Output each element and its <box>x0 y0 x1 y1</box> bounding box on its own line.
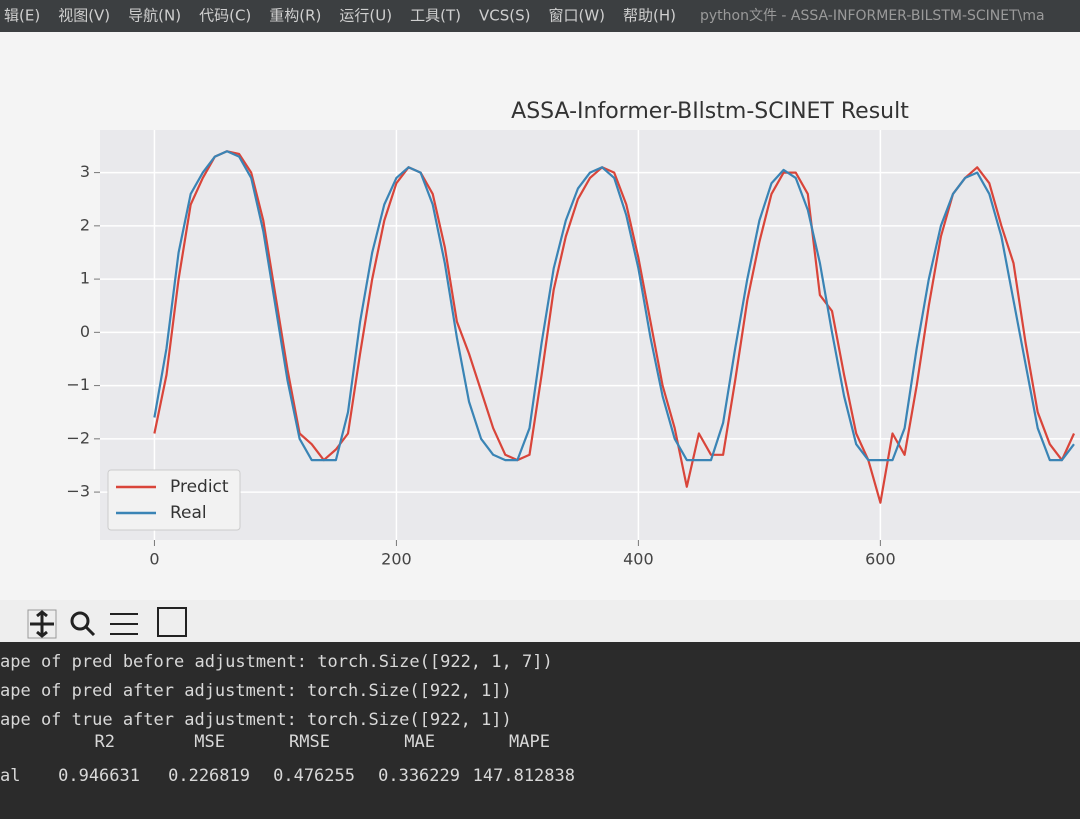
metric-header: MAE <box>404 732 435 752</box>
save-icon[interactable] <box>157 607 187 637</box>
zoom-handle[interactable] <box>84 625 96 637</box>
menu-item[interactable]: 工具(T) <box>410 7 461 25</box>
y-tick-label: −1 <box>66 375 90 394</box>
menu-item[interactable]: 代码(C) <box>199 7 251 25</box>
config-icon[interactable] <box>110 613 138 635</box>
chart-title: ASSA-Informer-BIlstm-SCINET Result <box>511 99 909 124</box>
legend-label: Predict <box>170 477 229 497</box>
metric-row-label: al <box>0 766 20 786</box>
plot-area <box>100 130 1080 540</box>
menu-bar <box>0 0 1080 32</box>
x-tick-label: 200 <box>381 550 412 569</box>
y-tick-label: 1 <box>80 269 90 288</box>
ticks: −3 −2 −1 0 1 2 3 0 200 400 600 <box>66 162 895 568</box>
console-output: ape of pred before adjustment: torch.Siz… <box>0 652 575 786</box>
series-line <box>153 150 1076 504</box>
series-line <box>153 150 1075 462</box>
legend-entries: Predict Real <box>116 477 229 523</box>
metric-header: MAPE <box>509 732 550 752</box>
menu-item[interactable]: 运行(U) <box>339 7 392 25</box>
y-tick-label: 2 <box>80 215 90 234</box>
menu-item[interactable]: 帮助(H) <box>623 7 676 25</box>
menu-item[interactable]: 导航(N) <box>128 7 181 25</box>
metric-value: 0.336229 <box>378 766 460 786</box>
y-tick-label: −3 <box>66 482 90 501</box>
metric-value: 0.946631 <box>58 766 140 786</box>
menu-item[interactable]: VCS(S) <box>479 7 530 25</box>
menu-item[interactable]: 辑(E) <box>4 7 40 25</box>
x-tick-label: 600 <box>865 550 896 569</box>
menu-item[interactable]: 窗口(W) <box>548 7 605 25</box>
toolbar-icons[interactable] <box>27 607 187 639</box>
menu-item[interactable]: 重构(R) <box>269 7 321 25</box>
metric-header: R2 <box>95 732 115 752</box>
metric-value: 0.476255 <box>273 766 355 786</box>
metric-value: 0.226819 <box>168 766 250 786</box>
pan-icon[interactable] <box>30 610 54 638</box>
metric-header: MSE <box>194 732 225 752</box>
x-tick-label: 0 <box>149 550 159 569</box>
metric-value: 147.812838 <box>473 766 575 786</box>
legend <box>107 469 241 531</box>
pan-button[interactable] <box>27 609 57 639</box>
console-line: ape of true after adjustment: torch.Size… <box>0 710 512 730</box>
menu-item[interactable]: 视图(V) <box>58 7 110 25</box>
console-line: ape of pred before adjustment: torch.Siz… <box>0 652 553 672</box>
series <box>153 150 1076 504</box>
y-tick-label: 3 <box>80 162 90 181</box>
zoom-icon[interactable] <box>70 611 90 631</box>
y-tick-label: 0 <box>80 322 90 341</box>
window-title: python文件 - ASSA-INFORMER-BILSTM-SCINET\m… <box>700 8 1045 24</box>
legend-label: Real <box>170 503 207 523</box>
menu: 辑(E) 视图(V) 导航(N) 代码(C) 重构(R) 运行(U) 工具(T) VCS(S)… <box>4 7 676 25</box>
metric-header: RMSE <box>289 732 330 752</box>
console-line: ape of pred after adjustment: torch.Size… <box>0 681 512 701</box>
y-tick-label: −2 <box>66 428 90 447</box>
x-tick-label: 400 <box>623 550 654 569</box>
console <box>0 642 1080 819</box>
